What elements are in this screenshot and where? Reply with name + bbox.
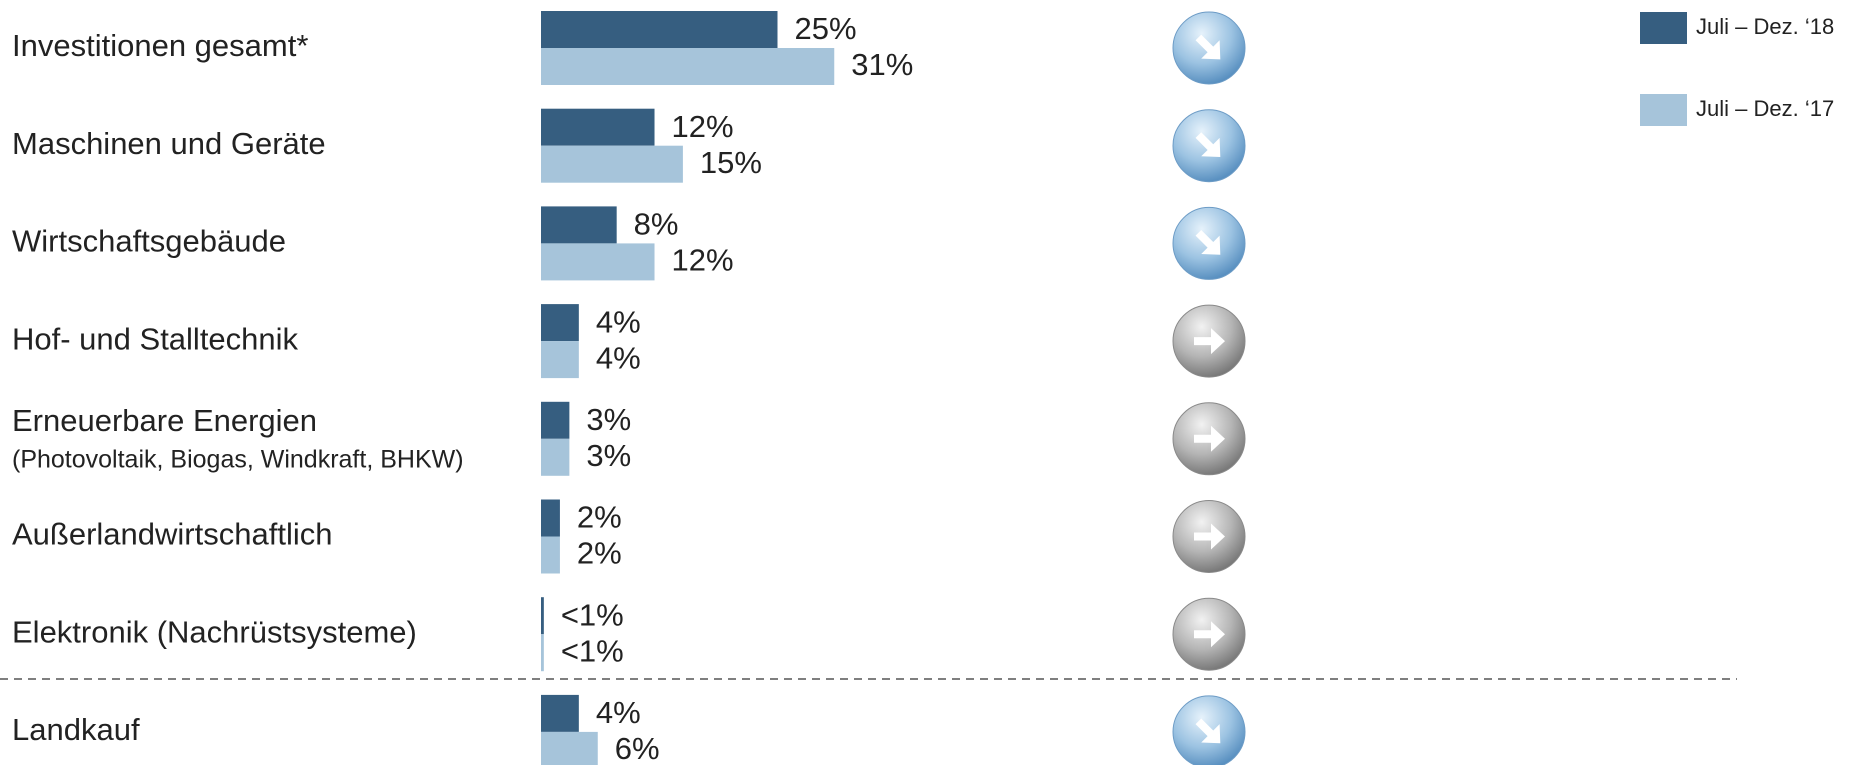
bar [541,243,655,281]
category-label: Maschinen und Geräte [12,126,326,161]
bar [541,536,560,574]
trend-arrow [1194,425,1225,452]
legend-label: Juli – Dez. ‘18 [1696,14,1834,39]
trend-arrow [1195,229,1221,255]
bar [541,11,778,48]
bar [541,206,617,244]
value-label: 2% [577,500,622,535]
category-label: Hof- und Stalltechnik [12,321,299,356]
value-label: <1% [561,633,624,668]
trend-arrow [1195,34,1221,60]
trend-arrow [1194,328,1225,355]
trend-arrow [1195,718,1221,744]
category-label: Wirtschaftsgebäude [12,224,286,259]
value-label: 25% [795,11,857,46]
value-label: 4% [596,304,641,339]
bar [541,731,598,765]
trend-icon [1172,11,1246,85]
value-label: 12% [672,243,734,278]
value-label: 6% [615,731,660,765]
value-label: 12% [672,109,734,144]
bar [541,341,579,379]
trend-icon [1172,402,1246,476]
value-label: 15% [700,145,762,180]
trend-arrow [1194,621,1225,648]
value-label: 3% [586,438,631,473]
trend-icon [1172,109,1246,183]
category-label: Außerlandwirtschaftlich [12,517,332,552]
bar [541,304,579,342]
category-label: Erneuerbare Energien [12,403,317,438]
bar [541,48,835,85]
value-label: <1% [561,597,624,632]
category-label: Elektronik (Nachrüstsysteme) [12,614,417,649]
value-label: 31% [851,47,913,82]
bar [541,438,570,476]
legend-swatch [1640,12,1687,44]
value-label: 4% [596,340,641,375]
bar [541,597,544,635]
trend-icon [1172,695,1246,765]
value-label: 2% [577,536,622,571]
trend-icon [1172,304,1246,378]
category-label: Landkauf [12,712,140,747]
legend-swatch [1640,94,1687,126]
bar [541,401,570,439]
legend-label: Juli – Dez. ‘17 [1696,96,1834,121]
category-note: (Photovoltaik, Biogas, Windkraft, BHKW) [12,445,464,473]
bar [541,108,655,146]
category-label: Investitionen gesamt* [12,28,308,63]
trend-icon [1172,597,1246,671]
bar [541,634,544,672]
value-label: 4% [596,695,641,730]
trend-icon [1172,500,1246,573]
bar [541,694,579,732]
bar [541,145,683,183]
value-label: 8% [634,207,679,242]
trend-arrow [1195,132,1221,158]
value-label: 3% [586,402,631,437]
bar [541,499,560,537]
trend-icon [1172,206,1246,280]
trend-arrow [1194,523,1225,550]
